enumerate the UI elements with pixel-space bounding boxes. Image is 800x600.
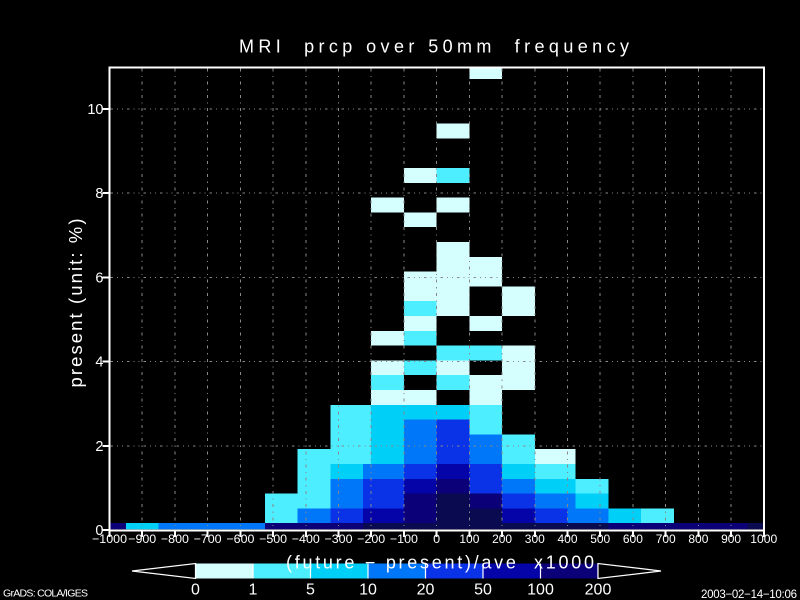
svg-text:0: 0 xyxy=(95,523,103,539)
svg-text:800: 800 xyxy=(688,532,708,546)
svg-text:900: 900 xyxy=(721,532,741,546)
svg-text:5: 5 xyxy=(306,582,315,599)
svg-text:50: 50 xyxy=(474,582,492,599)
svg-text:1000: 1000 xyxy=(750,532,777,546)
svg-text:−300: −300 xyxy=(325,532,353,546)
svg-text:20: 20 xyxy=(417,582,435,599)
svg-text:500: 500 xyxy=(590,532,610,546)
svg-text:−900: −900 xyxy=(128,532,156,546)
svg-text:−600: −600 xyxy=(226,532,254,546)
svg-text:700: 700 xyxy=(656,532,676,546)
svg-text:−400: −400 xyxy=(292,532,320,546)
svg-text:MRI prcp over 50mm frequency: MRI prcp over 50mm frequency xyxy=(239,37,629,57)
svg-text:10: 10 xyxy=(87,102,103,118)
svg-text:0: 0 xyxy=(433,532,440,546)
svg-text:−500: −500 xyxy=(259,532,287,546)
svg-text:2003−02−14−10:06: 2003−02−14−10:06 xyxy=(701,589,797,600)
svg-text:200: 200 xyxy=(492,532,512,546)
svg-text:(future − present)/ave x1000: (future − present)/ave x1000 xyxy=(286,553,594,573)
svg-text:1: 1 xyxy=(249,582,258,599)
svg-text:2: 2 xyxy=(95,439,103,455)
svg-text:200: 200 xyxy=(585,582,612,599)
svg-text:600: 600 xyxy=(623,532,643,546)
svg-text:100: 100 xyxy=(459,532,479,546)
svg-text:6: 6 xyxy=(95,270,103,286)
svg-text:8: 8 xyxy=(95,186,103,202)
svg-text:400: 400 xyxy=(558,532,578,546)
svg-text:−100: −100 xyxy=(390,532,418,546)
svg-text:−700: −700 xyxy=(194,532,222,546)
svg-text:300: 300 xyxy=(525,532,545,546)
svg-text:−200: −200 xyxy=(357,532,385,546)
svg-text:4: 4 xyxy=(95,355,103,371)
svg-text:−800: −800 xyxy=(161,532,189,546)
svg-text:10: 10 xyxy=(359,582,377,599)
svg-text:0: 0 xyxy=(191,582,200,599)
svg-text:GrADS: COLA/IGES: GrADS: COLA/IGES xyxy=(3,588,88,600)
svg-text:100: 100 xyxy=(527,582,554,599)
svg-text:−1000: −1000 xyxy=(92,532,127,546)
svg-text:present (unit: %): present (unit: %) xyxy=(65,219,86,388)
